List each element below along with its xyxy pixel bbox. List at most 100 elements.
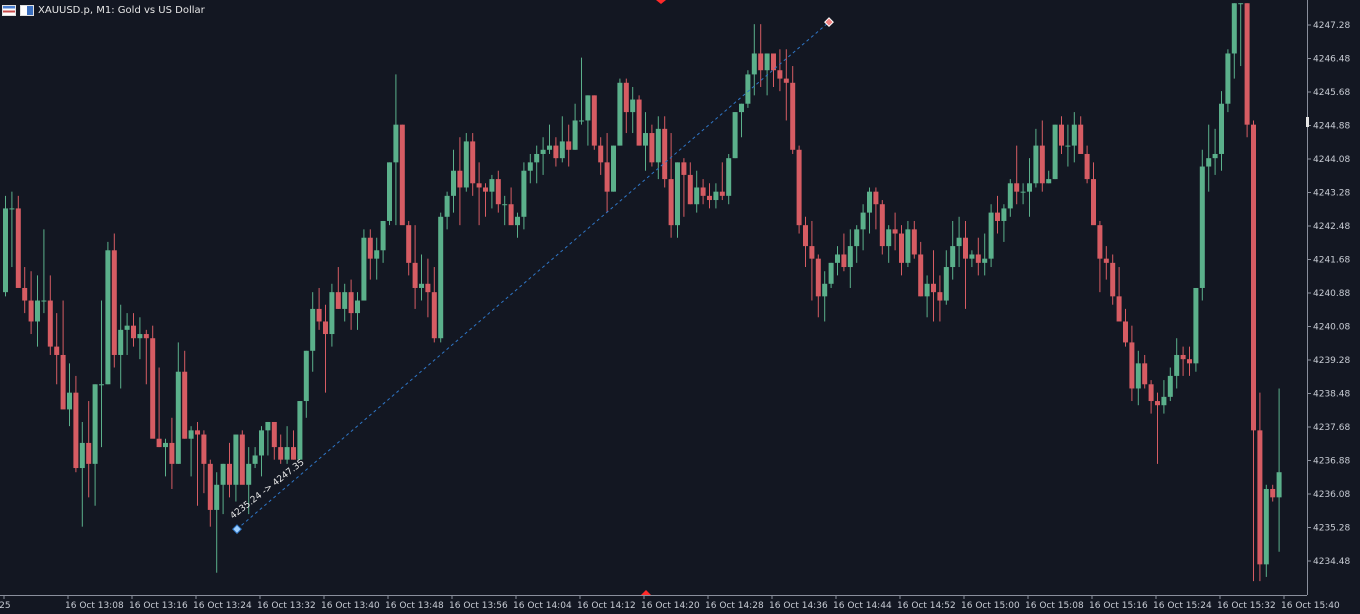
candle <box>502 195 508 226</box>
time-tick-label: 16 Oct 14:04 <box>513 601 572 611</box>
candle-body <box>975 254 981 263</box>
candle <box>425 258 431 318</box>
time-tick-label: 16 Oct 15:32 <box>1217 601 1276 611</box>
candle <box>438 212 444 343</box>
candle <box>1180 346 1186 376</box>
candle <box>585 95 591 146</box>
candle <box>150 325 156 439</box>
candle <box>35 275 40 347</box>
time-tick-label: 16 Oct 13:40 <box>321 601 380 611</box>
candle-body <box>188 430 194 439</box>
candle <box>1116 267 1122 322</box>
candle <box>1065 124 1071 167</box>
candle-body <box>835 254 840 263</box>
candle-body <box>566 141 572 150</box>
candle <box>758 24 764 87</box>
candle <box>1155 392 1160 464</box>
candle-body <box>886 229 892 247</box>
time-axis[interactable]: 16 Oct 2025 16 Oct 13:08 16 Oct 13:16 16 Oc… <box>0 595 1340 611</box>
candle-body <box>195 430 200 435</box>
candle-body <box>361 237 367 301</box>
candle <box>899 225 904 276</box>
table-icon[interactable] <box>2 4 16 16</box>
candle <box>252 447 258 469</box>
candle-body <box>150 338 156 439</box>
candle <box>387 162 392 226</box>
candle-body <box>252 455 258 464</box>
candle <box>636 95 642 146</box>
candle-body <box>483 187 488 192</box>
candle-body <box>969 254 975 259</box>
candles-layer <box>3 3 1282 582</box>
candle <box>361 229 367 301</box>
candle <box>393 74 399 226</box>
candle <box>22 267 28 314</box>
candle-body <box>1059 124 1064 146</box>
candle <box>860 204 866 251</box>
price-tick-label: 4243.28 <box>1313 189 1350 199</box>
candle <box>847 229 853 288</box>
candle <box>278 434 284 464</box>
price-axis[interactable]: 4247.28 4246.48 4245.68 4244.88 4244.08 4243.… <box>1306 0 1350 595</box>
candle <box>374 237 380 280</box>
candle-body <box>1219 103 1224 154</box>
trend-line-layer[interactable]: 4235.24 -> 4247.35 <box>229 17 834 535</box>
candle <box>233 434 239 502</box>
candle-body <box>911 229 917 255</box>
candle <box>175 342 181 464</box>
time-tick-label: 16 Oct 13:24 <box>193 601 252 611</box>
candle <box>662 116 668 188</box>
candle-body <box>41 300 47 302</box>
candle <box>335 267 341 309</box>
candle <box>527 153 533 184</box>
candle-body <box>899 233 904 263</box>
candle <box>591 95 597 150</box>
candle-body <box>156 438 162 448</box>
candle-body <box>79 442 85 469</box>
time-tick-label: 16 Oct 15:24 <box>1153 601 1212 611</box>
candle-body <box>771 53 776 71</box>
time-tick-label: 16 Oct 15:40 <box>1281 601 1340 611</box>
price-tick-label: 4240.88 <box>1313 289 1350 299</box>
candle <box>707 183 712 209</box>
price-tick-label: 4237.68 <box>1313 423 1350 433</box>
candle-body <box>105 250 111 385</box>
candle-body <box>655 128 661 163</box>
candle-body <box>335 292 341 309</box>
candle-body <box>355 300 360 314</box>
price-tick-label: 4247.28 <box>1313 21 1350 31</box>
candle-body <box>726 158 732 196</box>
candle-body <box>1187 359 1192 364</box>
candle <box>566 124 572 167</box>
candle-body <box>1097 225 1103 259</box>
candle-body <box>585 95 591 121</box>
candle-body <box>982 258 988 263</box>
window-icon[interactable] <box>20 4 34 16</box>
candle-body <box>444 195 450 217</box>
candle-body <box>1270 488 1276 498</box>
candle <box>105 241 111 385</box>
candle-body <box>1007 183 1013 209</box>
candle-body <box>419 283 424 288</box>
candle <box>67 363 72 427</box>
candle-body <box>284 447 290 460</box>
candle-body <box>489 179 495 192</box>
candle-body <box>310 308 316 351</box>
candle-body <box>1135 363 1141 389</box>
candle-body <box>783 78 789 83</box>
candle <box>1103 246 1109 280</box>
candle <box>521 162 527 230</box>
candle <box>1014 145 1020 205</box>
candle <box>777 49 783 92</box>
candle <box>1270 484 1276 502</box>
candle-body <box>374 250 380 259</box>
candle-body <box>1206 158 1212 167</box>
candle-body <box>681 162 687 175</box>
candle <box>969 250 975 268</box>
candle-body <box>905 229 911 263</box>
candle <box>60 300 66 410</box>
candle <box>803 216 808 268</box>
candle-body <box>316 308 322 322</box>
candle-body <box>1123 321 1128 343</box>
